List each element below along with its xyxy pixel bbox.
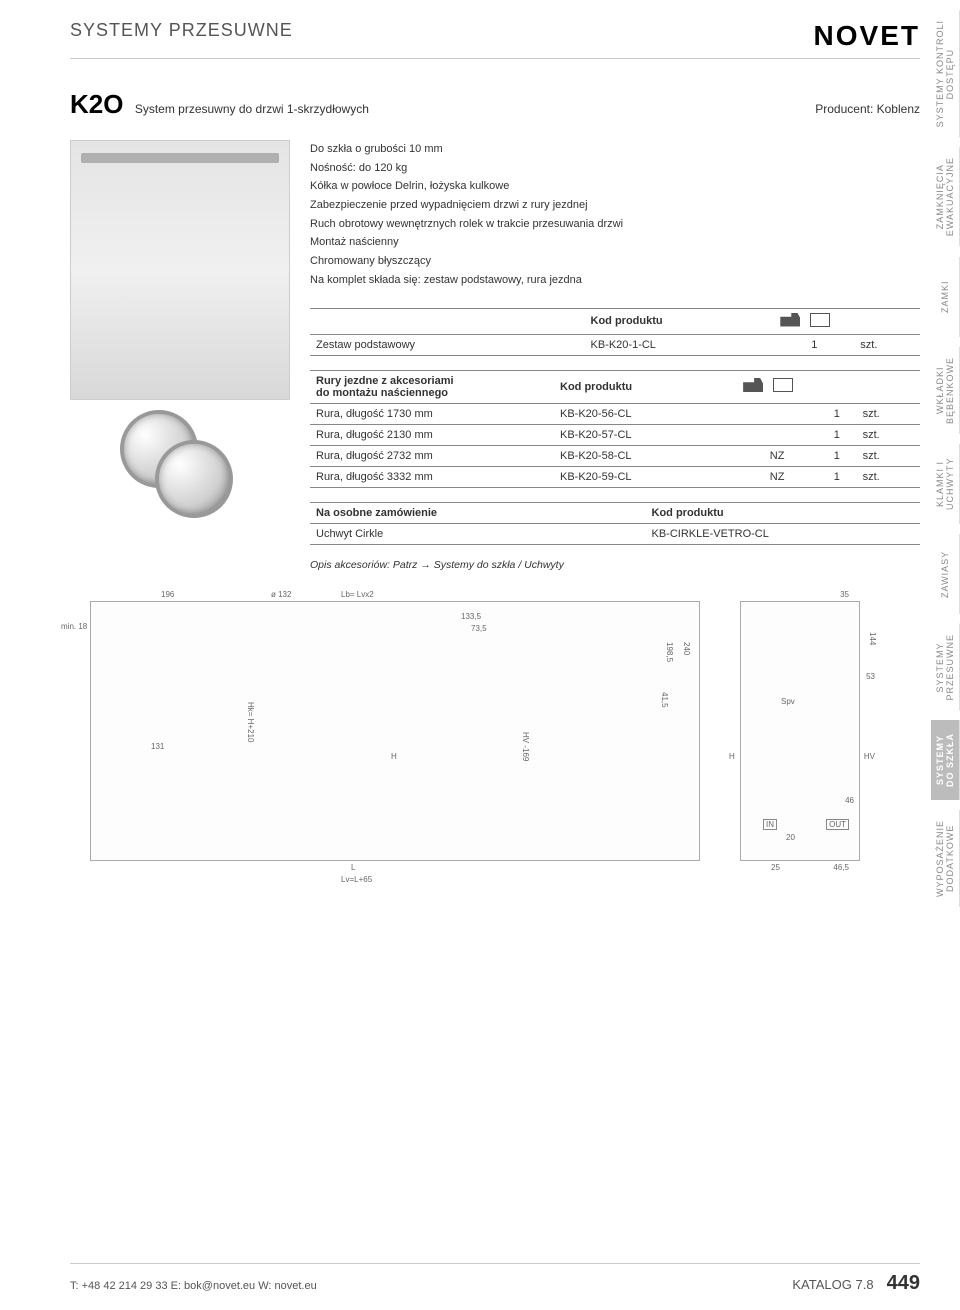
dim-label: Lb= Lvx2 <box>341 590 374 599</box>
drawing-side-view: 35 144 53 Spv HV H IN OUT 20 46 25 46,5 <box>740 601 860 861</box>
dim-label: 73,5 <box>471 624 487 633</box>
dim-label: 46,5 <box>833 863 849 872</box>
box-icon <box>810 313 830 327</box>
col-kod: Kod produktu <box>646 502 921 523</box>
dim-label: H <box>391 752 397 761</box>
dim-label: L <box>351 863 355 872</box>
page-footer: T: +48 42 214 29 33 E: bok@novet.eu W: n… <box>70 1263 920 1295</box>
spec-line: Chromowany błyszczący <box>310 252 920 271</box>
spec-line: Nośność: do 120 kg <box>310 159 920 178</box>
drawing-front-view: Lb= Lvx2 196 ø 132 min. 18 133,5 73,5 13… <box>90 601 700 861</box>
box-icon <box>773 378 793 392</box>
side-tab[interactable]: SYSTEMY KONTROLI DOSTĘPU <box>931 10 960 137</box>
table-row: Rura, długość 3332 mm KB-K20-59-CL NZ 1 … <box>310 466 920 487</box>
dim-label: Spv <box>781 697 795 706</box>
dim-label: IN <box>763 819 777 830</box>
technical-drawing: Lb= Lvx2 196 ø 132 min. 18 133,5 73,5 13… <box>70 591 920 1011</box>
dim-label: Hk= H+210 <box>246 702 255 742</box>
truck-icon <box>780 313 800 327</box>
icons-header <box>780 313 830 327</box>
table-row: Rura, długość 2130 mm KB-K20-57-CL 1 szt… <box>310 424 920 445</box>
title-row: K2O System przesuwny do drzwi 1-skrzydło… <box>70 89 920 120</box>
dim-label: ø 132 <box>271 590 291 599</box>
dim-label: 20 <box>786 833 795 842</box>
dim-label: 46 <box>845 796 854 805</box>
footer-page-number: 449 <box>887 1272 920 1294</box>
section-title: SYSTEMY PRZESUWNE <box>70 20 293 41</box>
spec-line: Do szkła o grubości 10 mm <box>310 140 920 159</box>
dim-label: 131 <box>151 742 164 751</box>
side-tab[interactable]: ZAMKNIĘCIA EWAKUACYJNE <box>931 147 960 246</box>
table-row: Uchwyt Cirkle KB-CIRKLE-VETRO-CL <box>310 523 920 544</box>
side-tab[interactable]: ZAMKI <box>931 257 960 337</box>
side-tab[interactable]: KLAMKI I UCHWYTY <box>931 444 960 524</box>
side-tabs: SYSTEMY KONTROLI DOSTĘPU ZAMKNIĘCIA EWAK… <box>931 10 960 907</box>
dim-label: 144 <box>868 632 877 645</box>
dim-label: 133,5 <box>461 612 481 621</box>
brand-logo: NOVET <box>814 20 920 52</box>
dim-label: 53 <box>866 672 875 681</box>
col-name: Na osobne zamówienie <box>310 502 646 523</box>
table-separate-order: Na osobne zamówienie Kod produktu Uchwyt… <box>310 502 920 545</box>
producer-label: Producent: Koblenz <box>815 102 920 116</box>
product-code: K2O <box>70 89 123 120</box>
dim-label: 240 <box>682 642 691 655</box>
table-row: Zestaw podstawowy KB-K20-1-CL 1 szt. <box>310 334 920 355</box>
photo-column <box>70 140 290 571</box>
spec-list: Do szkła o grubości 10 mm Nośność: do 12… <box>310 140 920 290</box>
product-photo <box>70 140 290 400</box>
dim-label: HV <box>864 752 875 761</box>
dim-label: OUT <box>826 819 849 830</box>
col-name: Rury jezdne z akcesoriami do montażu naś… <box>310 370 554 403</box>
footer-contact: T: +48 42 214 29 33 E: bok@novet.eu W: n… <box>70 1280 317 1292</box>
table-row: Rura, długość 1730 mm KB-K20-56-CL 1 szt… <box>310 403 920 424</box>
rollers-photo <box>100 410 260 530</box>
col-kod: Kod produktu <box>554 370 737 403</box>
spec-column: Do szkła o grubości 10 mm Nośność: do 12… <box>310 140 920 571</box>
side-tab-active[interactable]: SYSTEMY DO SZKŁA <box>931 720 960 800</box>
spec-line: Kółka w powłoce Delrin, łożyska kulkowe <box>310 177 920 196</box>
product-subtitle: System przesuwny do drzwi 1-skrzydłowych <box>135 102 369 116</box>
product-title: K2O System przesuwny do drzwi 1-skrzydło… <box>70 89 369 120</box>
side-tab[interactable]: WKŁADKI BĘBENKOWE <box>931 347 960 434</box>
accessories-note: Opis akcesoriów: Patrz → Systemy do szkł… <box>310 559 920 571</box>
col-kod: Kod produktu <box>585 308 775 334</box>
dim-label: 35 <box>840 590 849 599</box>
spec-line: Ruch obrotowy wewnętrznych rolek w trakc… <box>310 215 920 234</box>
dim-label: 41,5 <box>660 692 669 708</box>
dim-label: H <box>729 752 735 761</box>
side-tab[interactable]: WYPOSAŻENIE DODATKOWE <box>931 810 960 907</box>
page-header: SYSTEMY PRZESUWNE NOVET <box>70 20 920 59</box>
roller-icon <box>155 440 233 518</box>
table-rails: Rury jezdne z akcesoriami do montażu naś… <box>310 370 920 488</box>
spec-line: Na komplet składa się: zestaw podstawowy… <box>310 271 920 290</box>
truck-icon <box>743 378 763 392</box>
dim-label: 196 <box>161 590 174 599</box>
table-basic-set: Kod produktu Zestaw podstawowy KB-K20-1-… <box>310 308 920 356</box>
dim-label: 198,5 <box>665 642 674 662</box>
dim-label: Lv=L+65 <box>341 875 372 884</box>
table-row: Rura, długość 2732 mm KB-K20-58-CL NZ 1 … <box>310 445 920 466</box>
dim-label: min. 18 <box>61 622 87 631</box>
dim-label: 25 <box>771 863 780 872</box>
icons-header <box>743 378 793 392</box>
footer-catalog: KATALOG 7.8 <box>792 1277 873 1292</box>
side-tab[interactable]: ZAWIASY <box>931 534 960 614</box>
side-tab[interactable]: SYSTEMY PRZESUWNE <box>931 624 960 711</box>
spec-line: Montaż naścienny <box>310 233 920 252</box>
spec-line: Zabezpieczenie przed wypadnięciem drzwi … <box>310 196 920 215</box>
dim-label: HV -169 <box>521 732 530 761</box>
